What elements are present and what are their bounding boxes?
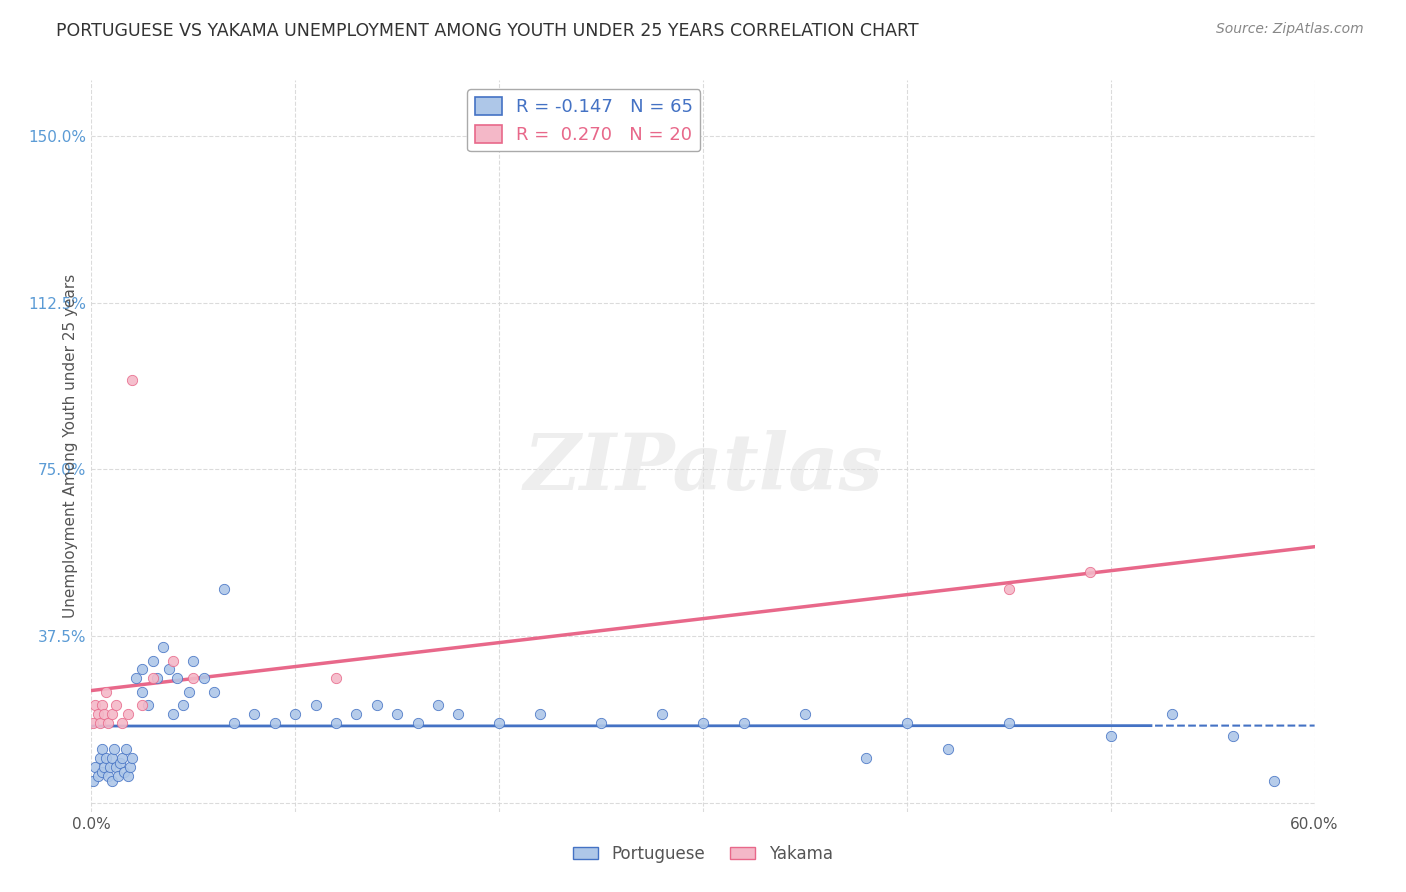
- Legend: Portuguese, Yakama: Portuguese, Yakama: [567, 838, 839, 869]
- Point: [855, 751, 877, 765]
- Point: [406, 715, 429, 730]
- Point: [131, 662, 153, 676]
- Point: [111, 715, 134, 730]
- Point: [117, 706, 139, 721]
- Text: ZIPatlas: ZIPatlas: [523, 430, 883, 506]
- Point: [94, 684, 117, 698]
- Y-axis label: Unemployment Among Youth under 25 years: Unemployment Among Youth under 25 years: [62, 274, 77, 618]
- Point: [793, 706, 815, 721]
- Point: [84, 760, 107, 774]
- Point: [591, 715, 613, 730]
- Point: [243, 706, 266, 721]
- Point: [488, 715, 510, 730]
- Point: [125, 671, 148, 685]
- Point: [172, 698, 194, 712]
- Text: PORTUGUESE VS YAKAMA UNEMPLOYMENT AMONG YOUTH UNDER 25 YEARS CORRELATION CHART: PORTUGUESE VS YAKAMA UNEMPLOYMENT AMONG …: [56, 22, 920, 40]
- Point: [1080, 565, 1102, 579]
- Point: [166, 671, 188, 685]
- Point: [112, 764, 135, 779]
- Point: [529, 706, 551, 721]
- Point: [82, 773, 104, 788]
- Point: [183, 671, 205, 685]
- Point: [111, 751, 134, 765]
- Text: Source: ZipAtlas.com: Source: ZipAtlas.com: [1216, 22, 1364, 37]
- Point: [90, 764, 112, 779]
- Point: [86, 769, 108, 783]
- Point: [145, 671, 167, 685]
- Point: [131, 698, 153, 712]
- Point: [121, 373, 143, 387]
- Point: [325, 671, 347, 685]
- Point: [202, 684, 225, 698]
- Point: [998, 715, 1021, 730]
- Point: [193, 671, 215, 685]
- Point: [157, 662, 180, 676]
- Point: [325, 715, 347, 730]
- Point: [117, 769, 139, 783]
- Point: [104, 698, 127, 712]
- Point: [131, 684, 153, 698]
- Point: [108, 756, 131, 770]
- Point: [84, 698, 107, 712]
- Point: [304, 698, 326, 712]
- Point: [82, 715, 104, 730]
- Point: [179, 684, 201, 698]
- Point: [366, 698, 388, 712]
- Point: [138, 698, 160, 712]
- Point: [101, 706, 124, 721]
- Point: [264, 715, 287, 730]
- Point: [121, 751, 143, 765]
- Point: [447, 706, 470, 721]
- Point: [97, 715, 120, 730]
- Point: [115, 742, 138, 756]
- Point: [222, 715, 246, 730]
- Point: [385, 706, 409, 721]
- Point: [183, 654, 205, 668]
- Point: [1263, 773, 1285, 788]
- Point: [101, 773, 124, 788]
- Point: [120, 760, 142, 774]
- Point: [89, 715, 111, 730]
- Point: [162, 706, 184, 721]
- Point: [89, 751, 111, 765]
- Point: [86, 706, 108, 721]
- Point: [101, 751, 124, 765]
- Point: [94, 751, 117, 765]
- Point: [427, 698, 450, 712]
- Point: [284, 706, 307, 721]
- Point: [1161, 706, 1184, 721]
- Point: [104, 760, 127, 774]
- Point: [651, 706, 673, 721]
- Point: [896, 715, 918, 730]
- Point: [152, 640, 174, 655]
- Point: [107, 769, 129, 783]
- Point: [90, 698, 112, 712]
- Point: [1099, 729, 1122, 743]
- Point: [90, 742, 112, 756]
- Point: [97, 769, 120, 783]
- Point: [346, 706, 368, 721]
- Point: [936, 742, 959, 756]
- Point: [103, 742, 125, 756]
- Point: [162, 654, 184, 668]
- Point: [692, 715, 714, 730]
- Point: [1222, 729, 1244, 743]
- Point: [998, 582, 1021, 597]
- Point: [141, 671, 163, 685]
- Point: [93, 706, 115, 721]
- Point: [212, 582, 235, 597]
- Point: [98, 760, 121, 774]
- Point: [733, 715, 755, 730]
- Point: [93, 760, 115, 774]
- Point: [141, 654, 163, 668]
